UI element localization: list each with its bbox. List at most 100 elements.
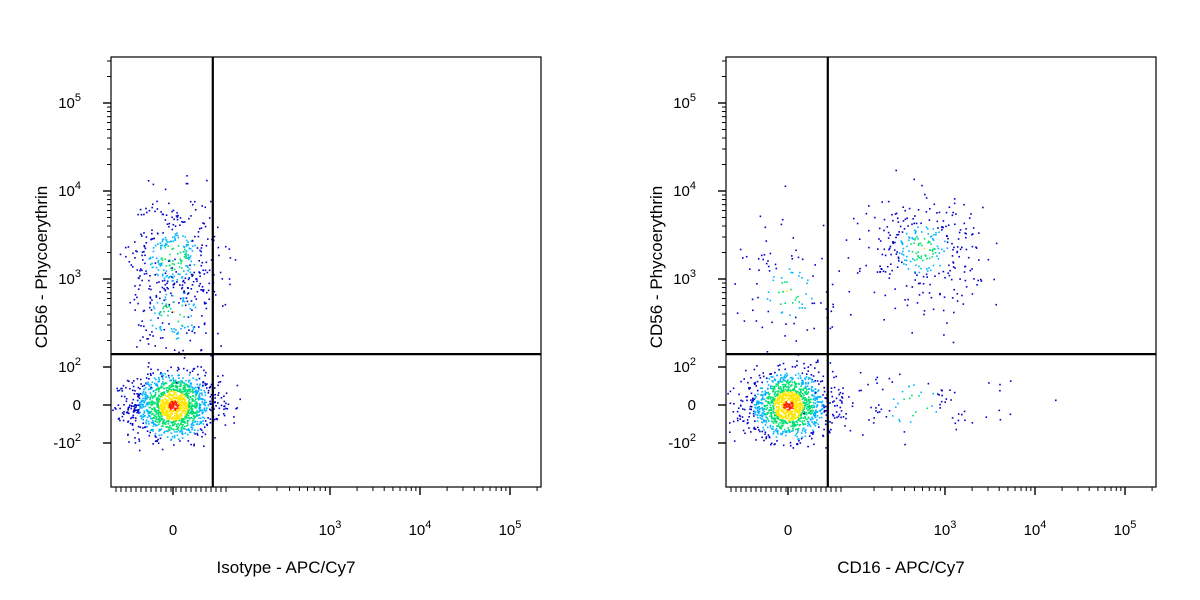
data-point <box>976 284 978 286</box>
data-point <box>185 243 188 246</box>
data-point <box>172 379 175 381</box>
data-point <box>190 391 192 393</box>
data-point <box>750 399 752 401</box>
data-point <box>177 262 180 264</box>
data-point <box>139 387 141 390</box>
data-point <box>179 408 181 411</box>
data-point <box>199 249 201 252</box>
data-point <box>158 263 160 265</box>
data-point <box>892 398 895 400</box>
data-point <box>792 404 795 406</box>
data-point <box>187 397 189 400</box>
data-point <box>182 402 185 405</box>
data-point <box>993 278 995 281</box>
data-point <box>811 302 814 305</box>
data-point <box>155 416 158 418</box>
data-point <box>767 397 769 399</box>
data-point <box>165 265 168 267</box>
data-point <box>150 383 152 386</box>
data-point <box>881 388 884 391</box>
data-point <box>794 299 797 301</box>
data-point <box>797 429 799 432</box>
data-point <box>224 424 227 426</box>
data-point <box>171 311 174 314</box>
data-point <box>916 258 918 261</box>
data-point <box>176 418 178 421</box>
data-point <box>808 388 810 390</box>
data-point <box>194 420 196 422</box>
data-point <box>941 394 943 397</box>
data-point <box>172 377 174 379</box>
data-point <box>161 410 163 413</box>
data-point <box>765 377 768 379</box>
data-point <box>832 415 835 417</box>
data-point <box>180 395 182 397</box>
data-point <box>814 402 817 404</box>
data-point <box>775 411 778 414</box>
data-point <box>803 423 806 425</box>
data-point <box>190 382 193 384</box>
data-point <box>164 430 166 433</box>
data-point <box>803 420 806 422</box>
data-point <box>161 404 163 407</box>
data-point <box>756 402 758 405</box>
plot-frame <box>725 56 1157 488</box>
data-point <box>175 396 177 399</box>
data-point <box>890 253 892 256</box>
data-point <box>794 384 796 387</box>
data-point <box>210 403 212 405</box>
data-point <box>201 315 203 317</box>
data-point <box>140 415 143 417</box>
data-point <box>816 396 818 399</box>
data-point <box>769 299 772 302</box>
data-point <box>154 420 157 423</box>
data-point <box>770 385 772 388</box>
data-point <box>956 246 959 248</box>
data-point <box>168 393 171 395</box>
data-point <box>782 394 785 396</box>
data-point <box>785 421 788 423</box>
data-point <box>137 412 140 414</box>
data-point <box>781 396 783 399</box>
data-point <box>167 415 169 418</box>
data-point <box>950 278 953 281</box>
data-point <box>188 398 191 401</box>
data-point <box>774 399 776 401</box>
data-point <box>157 390 160 393</box>
data-point <box>179 273 181 276</box>
data-point <box>176 409 179 411</box>
data-point <box>160 244 162 247</box>
data-point <box>171 374 173 377</box>
data-point <box>190 416 193 419</box>
data-point <box>798 440 800 442</box>
data-point <box>925 255 927 257</box>
data-point <box>931 250 934 252</box>
data-point <box>740 399 742 402</box>
data-point <box>205 307 208 310</box>
data-point <box>745 396 748 398</box>
data-point <box>165 244 167 246</box>
data-point <box>925 197 928 199</box>
data-point <box>180 407 182 410</box>
data-point <box>811 437 813 440</box>
data-point <box>167 426 170 429</box>
data-point <box>157 243 159 245</box>
data-point <box>797 256 800 259</box>
data-point <box>767 260 769 262</box>
data-point <box>186 396 189 398</box>
data-point <box>162 307 164 310</box>
data-point <box>147 388 150 391</box>
data-point <box>190 386 193 388</box>
data-point <box>762 408 765 410</box>
data-point <box>761 412 764 415</box>
data-point <box>191 250 194 252</box>
data-point <box>168 410 170 413</box>
data-point <box>776 402 778 405</box>
data-point <box>161 402 163 404</box>
data-point <box>163 269 165 271</box>
data-point <box>166 241 168 243</box>
data-point <box>186 404 189 406</box>
data-point <box>754 413 757 416</box>
data-point <box>206 424 209 427</box>
data-point <box>829 362 832 364</box>
